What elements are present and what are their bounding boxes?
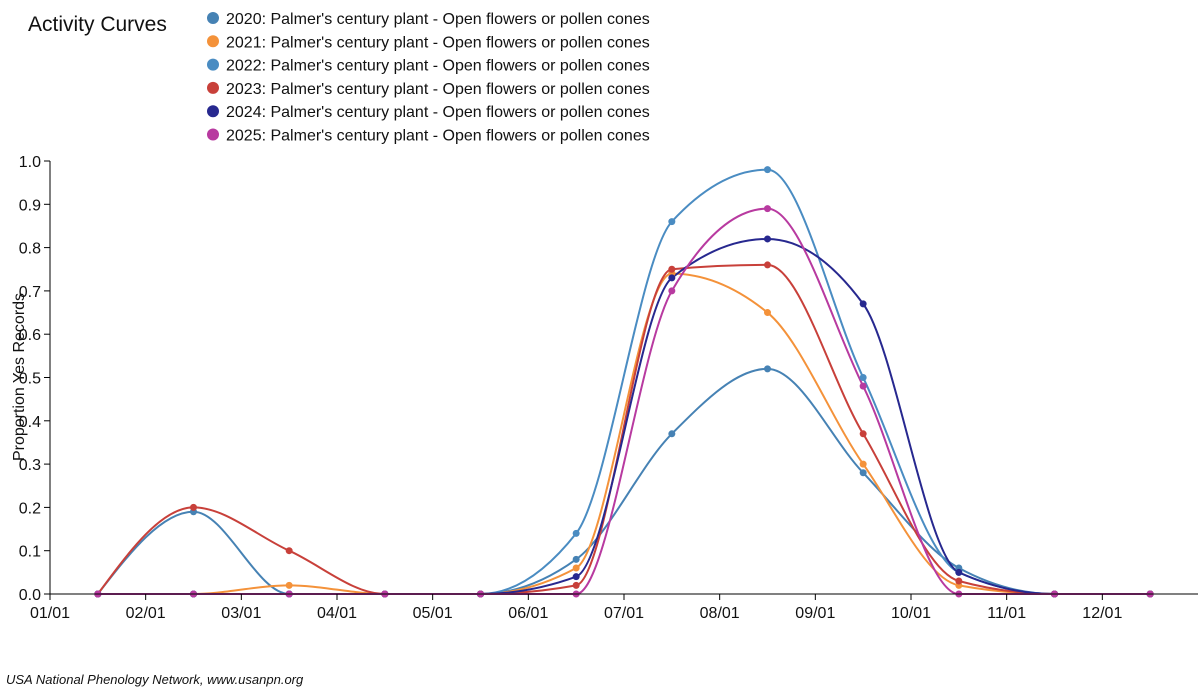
data-point: [572, 573, 580, 581]
data-point: [285, 581, 293, 589]
data-point: [572, 529, 580, 537]
data-point: [764, 205, 771, 213]
series-lines: [97, 168, 1151, 596]
data-point: [572, 581, 580, 589]
data-point: [859, 460, 867, 468]
data-point: [668, 265, 676, 273]
credit-text: USA National Phenology Network, www.usan…: [6, 672, 304, 687]
legend-entry: 2023: Palmer's century plant - Open flow…: [226, 81, 650, 98]
data-point: [859, 374, 867, 381]
y-tick-label: 0.7: [19, 284, 41, 301]
y-tick-label: 0.2: [19, 500, 41, 517]
data-point: [859, 430, 867, 438]
x-tick-label: 10/01: [891, 605, 931, 622]
series-line: [97, 207, 1151, 596]
legend-entry: 2022: Palmer's century plant - Open flow…: [226, 58, 650, 75]
y-tick-label: 0.0: [19, 587, 41, 604]
series-points: [94, 166, 1154, 598]
legend-entry: 2021: Palmer's century plant - Open flow…: [226, 34, 650, 51]
x-tick-label: 04/01: [317, 605, 357, 622]
x-tick-label: 05/01: [413, 605, 453, 622]
legend-entry: 2025: Palmer's century plant - Open flow…: [226, 128, 650, 145]
legend-marker: [207, 128, 219, 141]
y-tick-label: 1.0: [19, 154, 41, 171]
chart-title: Activity Curves: [28, 13, 167, 36]
chart-legend: 2020: Palmer's century plant - Open flow…: [207, 11, 650, 145]
legend-marker: [207, 58, 219, 71]
legend-marker: [207, 105, 219, 118]
y-axis: 0.0 0.1 0.2 0.3 0.4 0.5 0.6 0.7 0.8 0.9 1.0: [19, 154, 51, 604]
data-point: [764, 309, 771, 317]
y-tick-label: 0.1: [19, 544, 41, 561]
data-point: [668, 274, 676, 282]
x-tick-label: 11/01: [987, 605, 1026, 622]
data-point: [668, 430, 676, 438]
x-tick-label: 12/01: [1082, 605, 1122, 622]
x-tick-label: 03/01: [221, 605, 261, 622]
x-tick-label: 07/01: [604, 605, 644, 622]
data-point: [572, 564, 580, 572]
data-point: [859, 300, 867, 308]
data-point: [190, 503, 197, 511]
data-point: [668, 218, 676, 226]
data-point: [955, 568, 963, 576]
data-point: [572, 555, 580, 563]
data-point: [668, 287, 676, 295]
data-point: [764, 365, 771, 373]
x-tick-label: 01/01: [30, 605, 70, 622]
y-tick-label: 0.6: [19, 327, 41, 344]
series-line: [97, 168, 1151, 596]
y-tick-label: 0.4: [19, 414, 41, 431]
legend-marker: [207, 12, 219, 24]
data-point: [859, 469, 867, 477]
x-tick-label: 02/01: [126, 605, 166, 622]
x-axis: 01/01 02/01 03/01 04/01 05/01 06/01 07/01 08/01…: [30, 593, 1198, 622]
y-tick-label: 0.5: [19, 371, 41, 388]
data-point: [764, 261, 771, 269]
y-tick-label: 0.8: [19, 241, 41, 258]
y-tick-label: 0.3: [19, 457, 41, 474]
data-point: [764, 166, 771, 174]
series-line: [97, 367, 1151, 596]
legend-marker: [207, 81, 219, 94]
y-tick-label: 0.9: [19, 197, 41, 214]
y-axis-label: Proportion Yes Records: [11, 293, 28, 461]
x-tick-label: 08/01: [700, 605, 740, 622]
data-point: [859, 382, 867, 390]
legend-entry: 2024: Palmer's century plant - Open flow…: [226, 104, 650, 121]
legend-entry: 2020: Palmer's century plant - Open flow…: [226, 11, 650, 28]
x-tick-label: 06/01: [508, 605, 548, 622]
data-point: [955, 577, 963, 585]
data-point: [285, 547, 293, 555]
legend-marker: [207, 35, 219, 48]
data-point: [764, 235, 771, 243]
x-tick-label: 09/01: [795, 605, 835, 622]
